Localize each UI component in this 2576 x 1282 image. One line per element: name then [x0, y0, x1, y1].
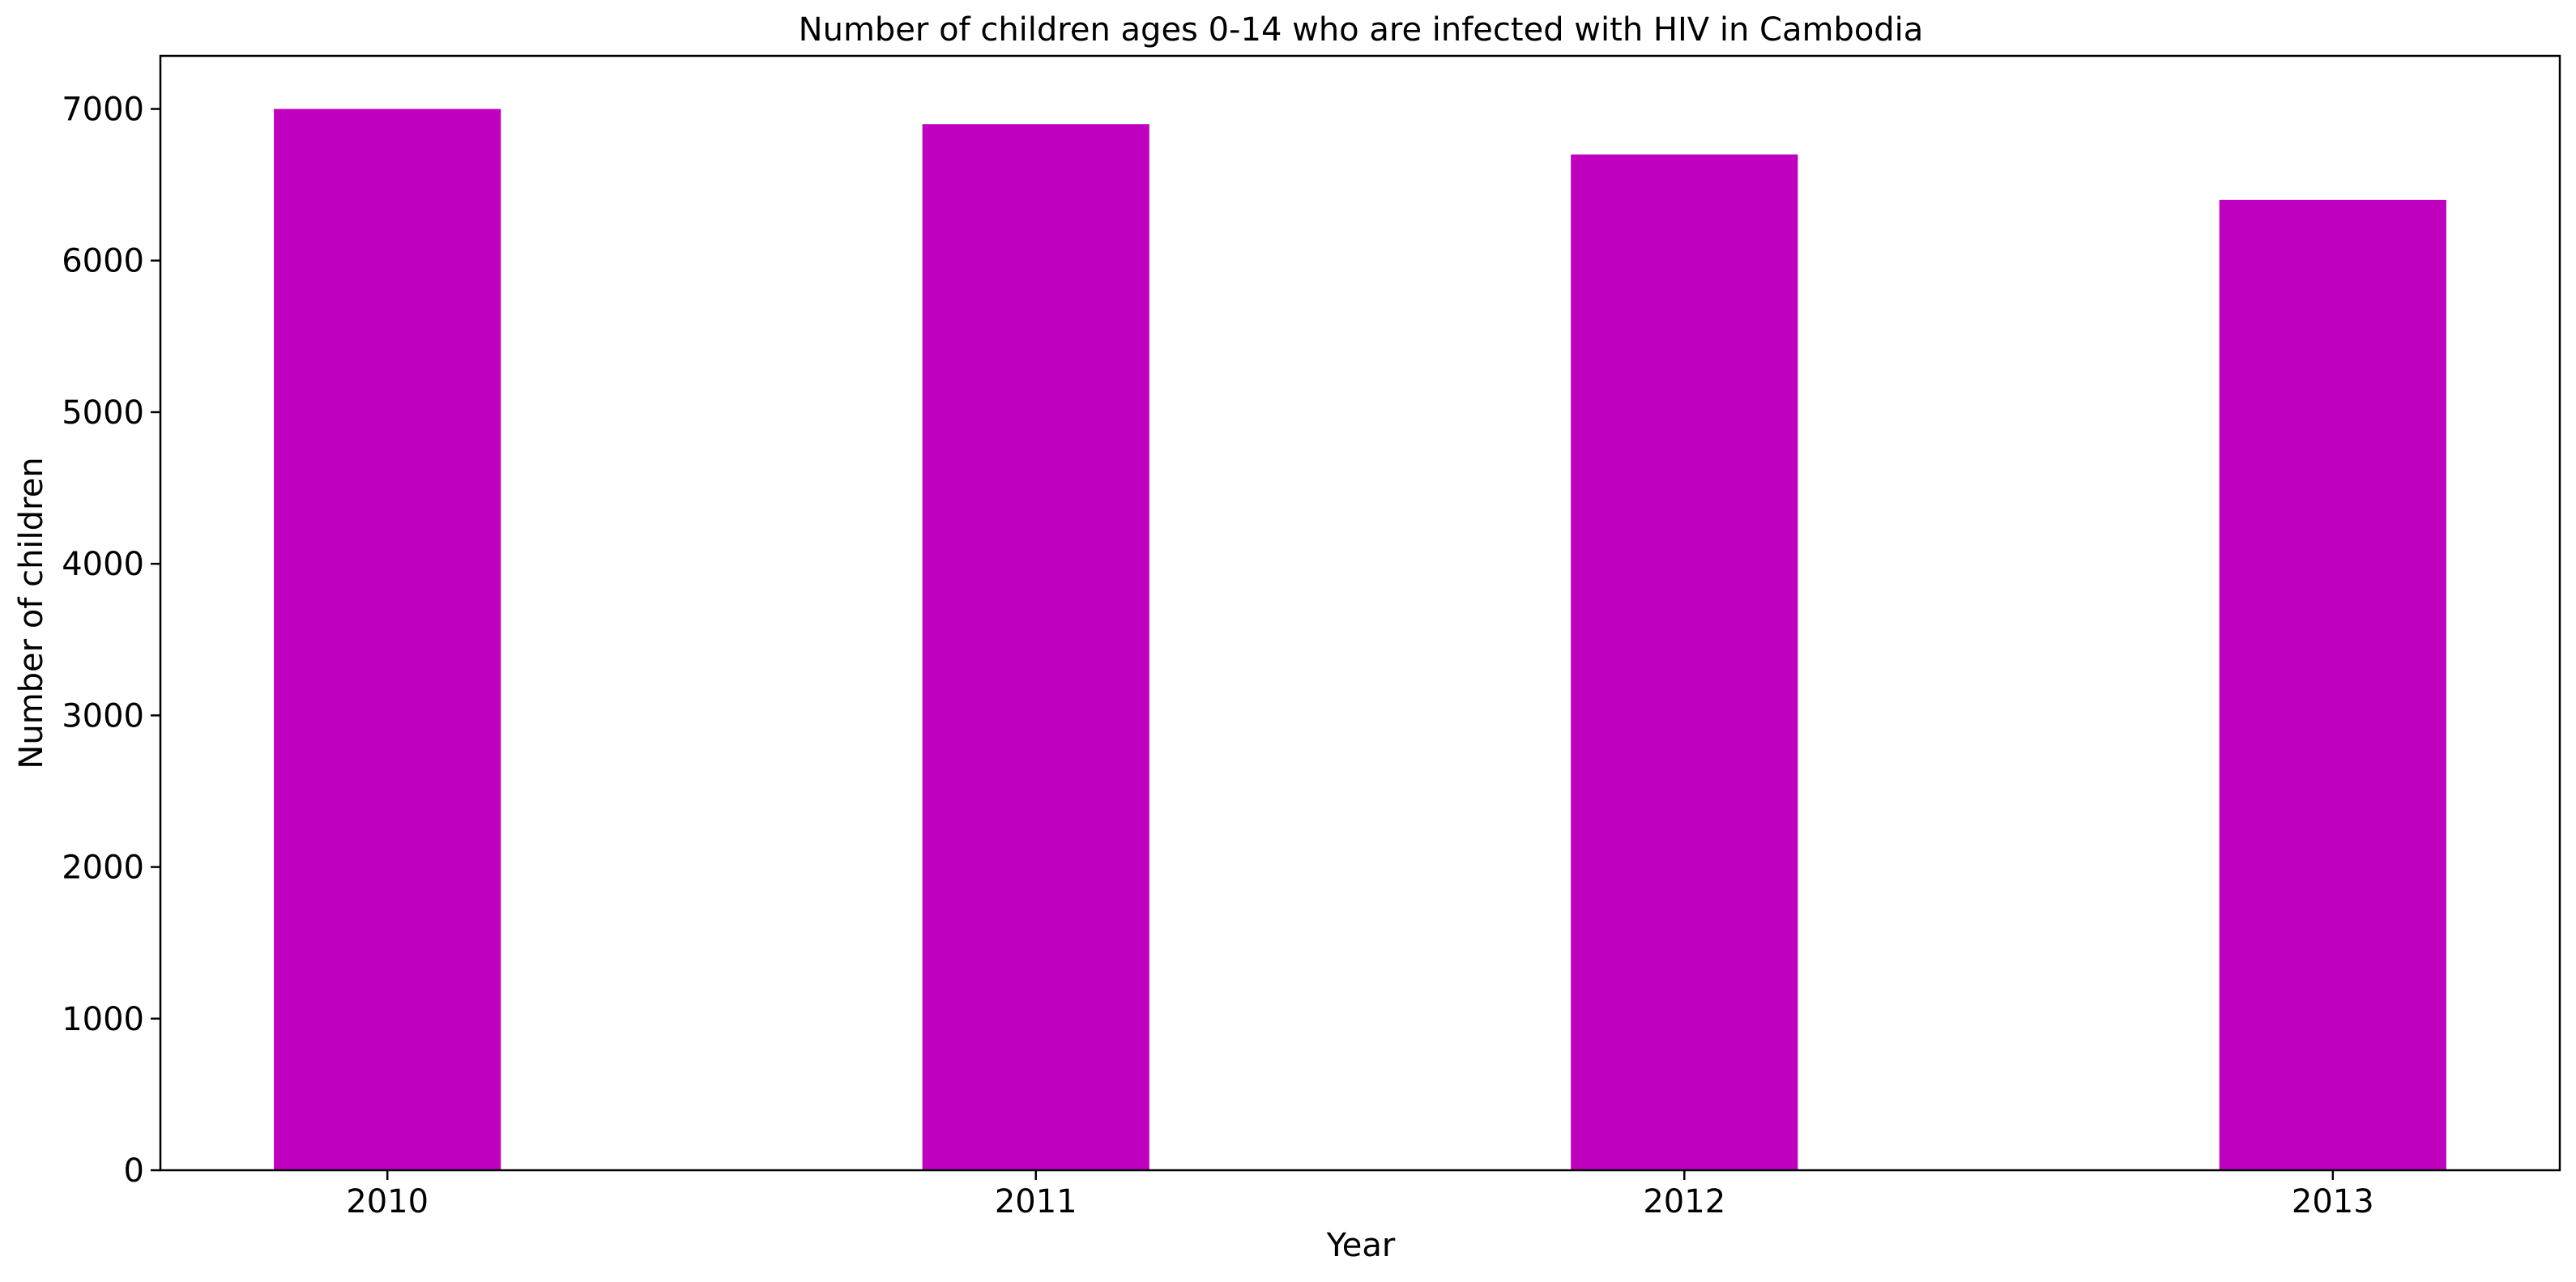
y-tick-label: 3000 — [62, 697, 144, 735]
x-tick-label: 2010 — [346, 1183, 429, 1220]
y-tick-label: 2000 — [62, 850, 144, 887]
y-axis-label: Number of children — [13, 457, 50, 769]
bar-2013 — [2219, 199, 2446, 1170]
x-axis-ticks: 2010 2011 2012 2013 — [346, 1170, 2374, 1220]
y-tick-label: 1000 — [62, 1001, 144, 1038]
bars-group — [274, 109, 2446, 1171]
x-tick-label: 2013 — [2292, 1183, 2374, 1220]
x-tick-label: 2012 — [1643, 1183, 1725, 1220]
bar-2010 — [274, 109, 501, 1170]
x-axis-label: Year — [1326, 1227, 1396, 1264]
y-tick-label: 5000 — [62, 394, 144, 432]
bar-2011 — [922, 124, 1149, 1171]
y-tick-label: 7000 — [62, 92, 144, 129]
y-axis-ticks: 0 1000 2000 3000 4000 5000 6000 7000 — [62, 92, 160, 1190]
plot-area-frame — [159, 54, 2561, 1172]
y-tick-label: 0 — [124, 1152, 144, 1190]
x-tick-label: 2011 — [995, 1183, 1077, 1220]
bar-2012 — [1571, 154, 1798, 1171]
y-tick-label: 4000 — [62, 546, 144, 583]
y-tick-label: 6000 — [62, 243, 144, 280]
chart-title: Number of children ages 0-14 who are inf… — [799, 11, 1924, 49]
